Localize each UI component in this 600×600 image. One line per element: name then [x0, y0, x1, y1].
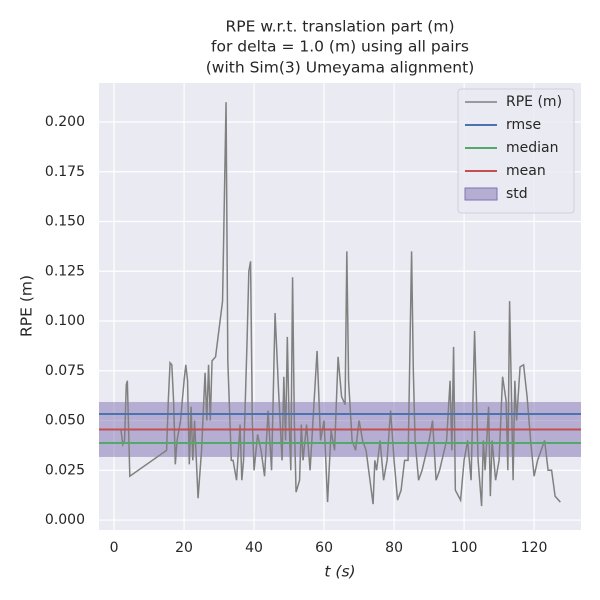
- y-tick-label: 0.025: [45, 462, 85, 478]
- y-tick-label: 0.075: [45, 363, 85, 379]
- y-tick-label: 0.050: [45, 413, 85, 429]
- y-tick-label: 0.100: [45, 313, 85, 329]
- chart-title: (with Sim(3) Umeyama alignment): [206, 59, 475, 77]
- x-axis-label: t (s): [324, 563, 355, 581]
- legend-label: std: [506, 186, 528, 202]
- y-tick-label: 0.175: [45, 164, 85, 180]
- chart-title: RPE w.r.t. translation part (m): [225, 18, 454, 36]
- data-line: [120, 102, 561, 507]
- y-tick-label: 0.125: [45, 263, 85, 279]
- x-tick-label: 60: [315, 540, 333, 556]
- y-tick-label: 0.200: [45, 114, 85, 130]
- legend-label: rmse: [506, 117, 541, 133]
- legend-swatch: [464, 187, 498, 201]
- legend-box: [457, 88, 575, 214]
- x-tick-label: 120: [521, 540, 548, 556]
- legend-label: median: [506, 140, 558, 156]
- y-tick-label: 0.000: [45, 512, 85, 528]
- y-tick-label: 0.150: [45, 214, 85, 230]
- legend-label: mean: [506, 163, 546, 179]
- plot-layer: [99, 102, 581, 507]
- x-tick-label: 0: [110, 540, 119, 556]
- x-tick-label: 100: [451, 540, 478, 556]
- x-tick-label: 40: [245, 540, 263, 556]
- legend-label: RPE (m): [506, 94, 562, 110]
- x-tick-label: 80: [385, 540, 403, 556]
- y-axis-label: RPE (m): [18, 275, 36, 337]
- x-tick-label: 20: [175, 540, 193, 556]
- chart-title: for delta = 1.0 (m) using all pairs: [211, 38, 469, 56]
